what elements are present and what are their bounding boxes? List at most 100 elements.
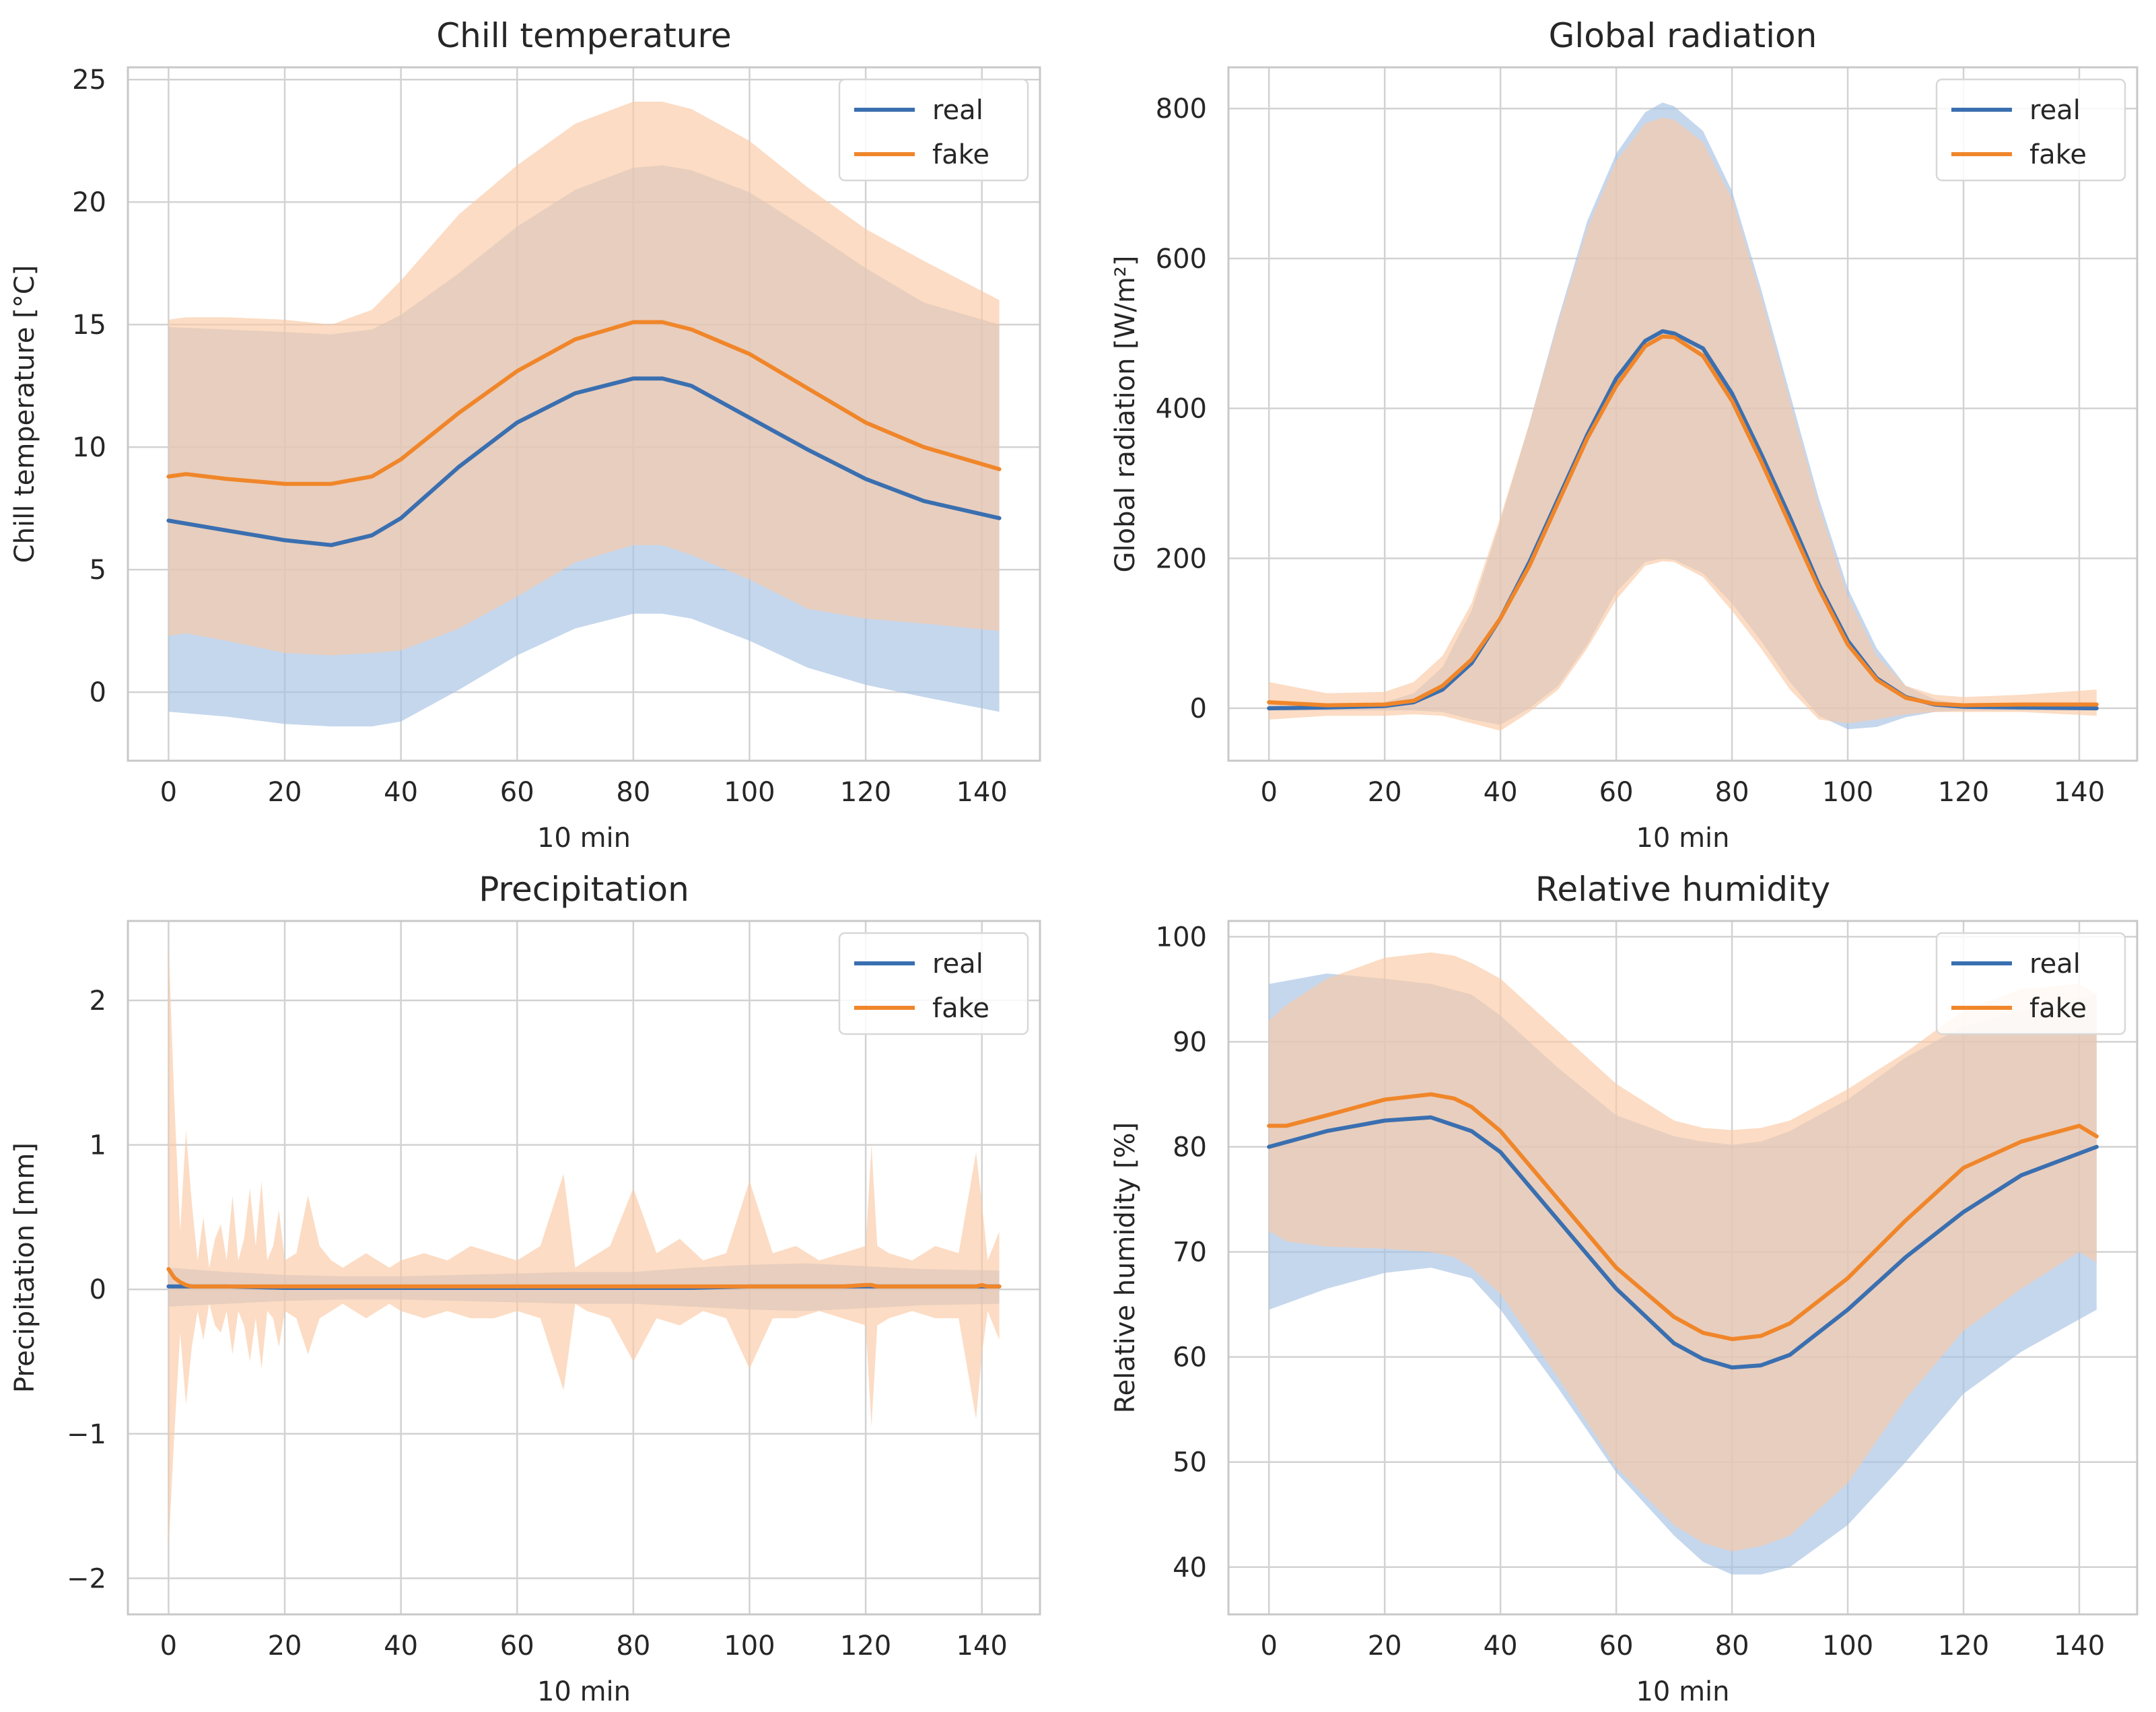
x-tick-label: 120 xyxy=(1938,1631,1989,1662)
x-axis-label: 10 min xyxy=(1636,823,1729,854)
x-tick-label: 60 xyxy=(1599,777,1634,808)
x-tick-label: 20 xyxy=(1368,777,1402,808)
x-tick-label: 40 xyxy=(384,1631,418,1662)
legend-label-fake: fake xyxy=(2029,993,2087,1024)
x-tick-label: 60 xyxy=(500,777,534,808)
line-fake xyxy=(1267,334,2099,708)
y-tick-label: 400 xyxy=(1156,394,1207,425)
y-tick-label: 0 xyxy=(1190,693,1207,724)
x-tick-label: 120 xyxy=(1938,777,1989,808)
legend-label-fake: fake xyxy=(2029,139,2087,170)
x-tick-label: 0 xyxy=(160,1631,177,1662)
plot-area xyxy=(166,102,1002,727)
x-tick-label: 0 xyxy=(1260,777,1277,808)
y-tick-label: 60 xyxy=(1173,1342,1207,1373)
y-axis-label: Global radiation [W/m²] xyxy=(1110,256,1141,573)
chart-panel-1: 0 20 40 60 80 100 120 140 0 5 10 15 20 25 Chill temper… xyxy=(9,16,1041,854)
x-tick-label: 40 xyxy=(1484,1631,1518,1662)
x-tick-label: 100 xyxy=(1822,1631,1873,1662)
x-tick-label: 20 xyxy=(1368,1631,1402,1662)
x-tick-label: 20 xyxy=(268,777,302,808)
legend: real fake xyxy=(1935,78,2126,182)
x-tick-label: 80 xyxy=(616,777,650,808)
axes-frame xyxy=(127,920,1041,1616)
legend-label-fake: fake xyxy=(932,139,989,170)
x-tick-label: 80 xyxy=(1715,1631,1749,1662)
plot-area xyxy=(166,943,1002,1550)
legend: real fake xyxy=(838,78,1029,182)
x-tick-label: 120 xyxy=(840,777,891,808)
y-tick-label: −1 xyxy=(67,1419,106,1450)
axes-frame xyxy=(1227,920,2138,1616)
x-tick-label: 120 xyxy=(840,1631,891,1662)
chart-panel-3: 0 20 40 60 80 100 120 140 −2 −1 0 1 2 Precipitation 10… xyxy=(9,870,1041,1707)
legend-label-real: real xyxy=(2029,949,2081,980)
y-tick-label: 800 xyxy=(1156,94,1207,125)
x-tick-label: 140 xyxy=(957,777,1008,808)
y-tick-label: 70 xyxy=(1173,1237,1207,1268)
legend: real fake xyxy=(838,932,1029,1035)
chart-panel-2: 0 20 40 60 80 100 120 140 0 200 400 600 800 Global ra… xyxy=(1110,16,2138,854)
x-tick-label: 80 xyxy=(1715,777,1749,808)
chart-title: Precipitation xyxy=(479,870,689,909)
y-tick-label: 15 xyxy=(72,310,106,341)
chart-panel-4: 0 20 40 60 80 100 120 140 40 50 60 70 80 90 100 Relativ… xyxy=(1110,870,2138,1707)
y-tick-label: 100 xyxy=(1156,922,1207,953)
y-tick-label: 0 xyxy=(90,1274,106,1305)
x-axis-label: 10 min xyxy=(1636,1676,1729,1707)
y-tick-label: 1 xyxy=(90,1130,106,1161)
x-tick-label: 0 xyxy=(1260,1631,1277,1662)
x-tick-label: 0 xyxy=(160,777,177,808)
y-axis-label: Precipitation [mm] xyxy=(9,1142,40,1393)
x-tick-label: 100 xyxy=(724,777,775,808)
legend-label-real: real xyxy=(932,95,983,126)
axes-frame xyxy=(1227,66,2138,762)
legend-label-fake: fake xyxy=(932,993,989,1024)
y-tick-label: 25 xyxy=(72,65,106,96)
y-tick-label: 40 xyxy=(1173,1552,1207,1583)
x-tick-label: 80 xyxy=(616,1631,650,1662)
y-tick-label: 0 xyxy=(90,677,106,708)
y-tick-label: −2 xyxy=(67,1563,106,1594)
x-tick-label: 140 xyxy=(957,1631,1008,1662)
band-fake xyxy=(168,102,1000,656)
y-tick-label: 200 xyxy=(1156,543,1207,574)
y-tick-label: 10 xyxy=(72,432,106,463)
y-tick-label: 80 xyxy=(1173,1132,1207,1163)
plot-area xyxy=(1267,102,2099,731)
x-tick-label: 60 xyxy=(1599,1631,1634,1662)
chart-title: Global radiation xyxy=(1549,16,1817,55)
line-fake xyxy=(1267,1092,2099,1342)
line-real xyxy=(166,376,1002,547)
x-tick-label: 100 xyxy=(724,1631,775,1662)
x-tick-label: 140 xyxy=(2054,777,2105,808)
y-axis-label: Chill temperature [°C] xyxy=(9,265,40,563)
band-fake xyxy=(1269,952,2097,1552)
legend-label-real: real xyxy=(932,949,983,980)
x-axis-label: 10 min xyxy=(537,823,631,854)
x-tick-label: 20 xyxy=(268,1631,302,1662)
line-real xyxy=(1267,1115,2099,1370)
x-tick-label: 100 xyxy=(1822,777,1873,808)
axes-frame xyxy=(127,66,1041,762)
y-tick-label: 5 xyxy=(90,555,106,586)
legend-label-real: real xyxy=(2029,95,2081,126)
chart-title: Relative humidity xyxy=(1535,870,1830,909)
x-tick-label: 40 xyxy=(1484,777,1518,808)
line-fake xyxy=(166,1267,1002,1289)
chart-title: Chill temperature xyxy=(436,16,731,55)
legend: real fake xyxy=(1935,932,2126,1035)
x-axis-label: 10 min xyxy=(537,1676,631,1707)
x-tick-label: 140 xyxy=(2054,1631,2105,1662)
plot-area xyxy=(1267,952,2099,1575)
line-fake xyxy=(166,320,1002,486)
x-tick-label: 40 xyxy=(384,777,418,808)
y-tick-label: 2 xyxy=(90,986,106,1017)
y-tick-label: 20 xyxy=(72,187,106,218)
y-tick-label: 90 xyxy=(1173,1027,1207,1058)
y-tick-label: 50 xyxy=(1173,1447,1207,1478)
band-fake xyxy=(1269,117,2097,731)
y-axis-label: Relative humidity [%] xyxy=(1110,1122,1141,1414)
x-tick-label: 60 xyxy=(500,1631,534,1662)
